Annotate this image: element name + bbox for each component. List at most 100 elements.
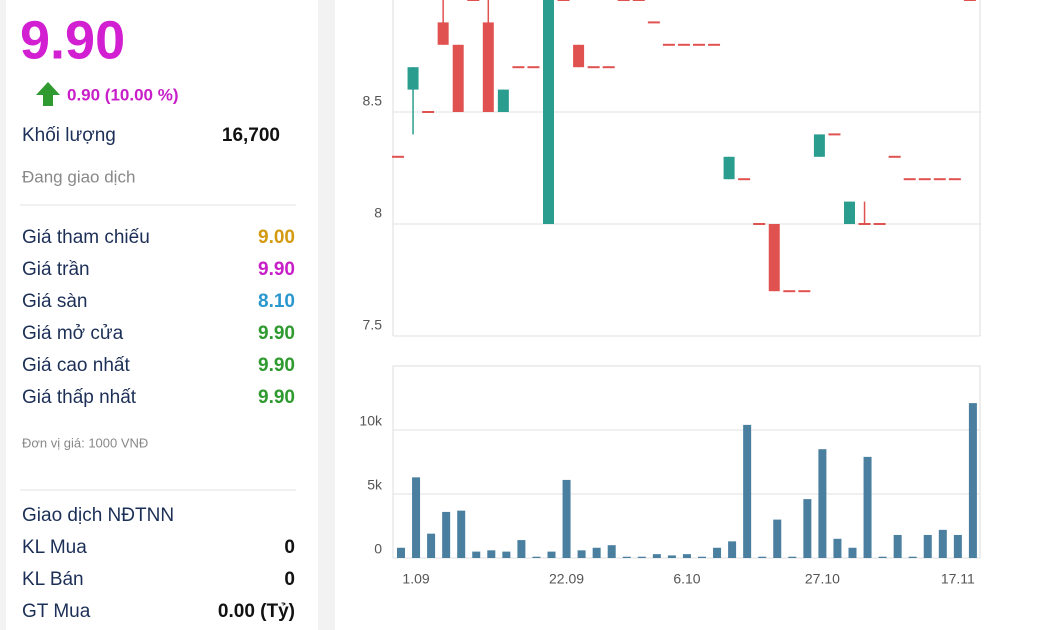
volume-bar [547,551,556,558]
volume-bar [667,555,676,558]
price-label: Giá thấp nhất [22,387,137,408]
volume-bar [923,534,932,558]
price-label: Giá mở cửa [22,323,124,344]
y2-tick-label: 0 [374,541,382,557]
volume-bar [863,456,872,558]
volume-bar [502,551,511,558]
price-label: Giá trần [22,259,90,280]
volume-bar [682,554,691,558]
price-value: 9.90 [258,355,295,376]
volume-bar [893,534,902,558]
volume-value: 16,700 [222,125,280,146]
candle-body [918,178,931,181]
candle-body [632,0,645,1]
unit-note: Đơn vị giá: 1000 VNĐ [22,435,148,450]
price-change: 0.90 (10.00 %) [67,85,179,104]
candle-body [512,66,525,69]
candle-body [723,156,735,180]
price-label: Giá cao nhất [22,355,130,376]
candle-body [452,44,464,112]
price-value: 8.10 [258,291,295,312]
price: 9.90 [20,10,125,70]
volume-bar [818,449,827,558]
volume-bar [427,533,436,558]
info-panel [6,0,318,630]
volume-bar [457,510,466,558]
candle-body [768,224,780,292]
candle-body [467,0,480,1]
candle-body [392,155,404,158]
volume-bar [607,545,616,558]
volume-bar [698,556,706,558]
volume-bar [713,547,722,558]
volume-bar [622,556,631,558]
volume-bar [728,541,737,558]
volume-bar [487,550,496,558]
candle-body [903,178,916,181]
y-tick-label: 8 [374,205,382,221]
y-tick-label: 8.5 [363,93,383,109]
volume-bar [652,554,661,558]
candle-body [662,43,675,46]
volume-bar [562,479,571,558]
volume-bar [788,556,797,558]
candle-body [693,43,705,46]
candle-body [738,178,751,181]
price-value: 9.90 [258,259,295,280]
x-tick-label: 27.10 [805,571,840,587]
candle-body [647,21,660,24]
volume-bar [833,538,842,558]
candle-body [798,290,811,293]
volume-bar [472,551,481,558]
volume-bar [953,534,962,558]
x-tick-label: 17.11 [941,571,975,587]
volume-bar [908,556,917,558]
y-tick-label: 7.5 [363,317,383,333]
price-label: Giá tham chiếu [22,227,150,248]
candle-body [844,201,855,224]
candle-body [948,178,961,181]
up-arrow [36,82,60,106]
candle-body [497,89,509,112]
volume-bar [577,550,586,558]
candle-body [407,67,419,90]
foreign-value: 0 [284,569,295,590]
candle-body [617,0,630,1]
volume-bar [517,540,526,558]
candle-body [963,0,976,1]
x-tick-label: 22.09 [549,571,584,587]
candle-body [422,111,435,113]
candle-body [708,43,721,46]
candle-body [543,0,554,224]
price-value: 9.90 [258,387,295,408]
foreign-label: KL Bán [22,569,84,590]
foreign-title: Giao dịch NĐTNN [22,505,174,526]
volume-bar [938,529,947,558]
volume-bar [773,519,782,558]
candle-body [828,133,841,136]
candle-body [888,155,901,158]
volume-bar [803,499,812,558]
foreign-value: 0.00 (Tỷ) [218,601,295,622]
volume-bar [532,556,541,558]
status: Đang giao dịch [22,167,135,186]
volume-bar [848,547,857,558]
candle-body [527,66,540,69]
volume-bar [637,556,646,558]
candle-body [437,22,449,45]
x-tick-label: 1.09 [402,571,429,587]
candle-body [573,44,585,68]
volume-label: Khối lượng [22,125,116,146]
candle-body [602,66,615,69]
volume-bar [397,547,405,558]
volume-bar [758,556,767,558]
volume-bar [878,556,887,558]
foreign-label: KL Mua [22,537,87,558]
foreign-value: 0 [284,537,295,558]
volume-bar [412,477,421,558]
candle-body [858,223,871,225]
x-tick-label: 6.10 [673,571,700,587]
candle-body [873,223,886,225]
price-label: Giá sàn [22,291,87,312]
